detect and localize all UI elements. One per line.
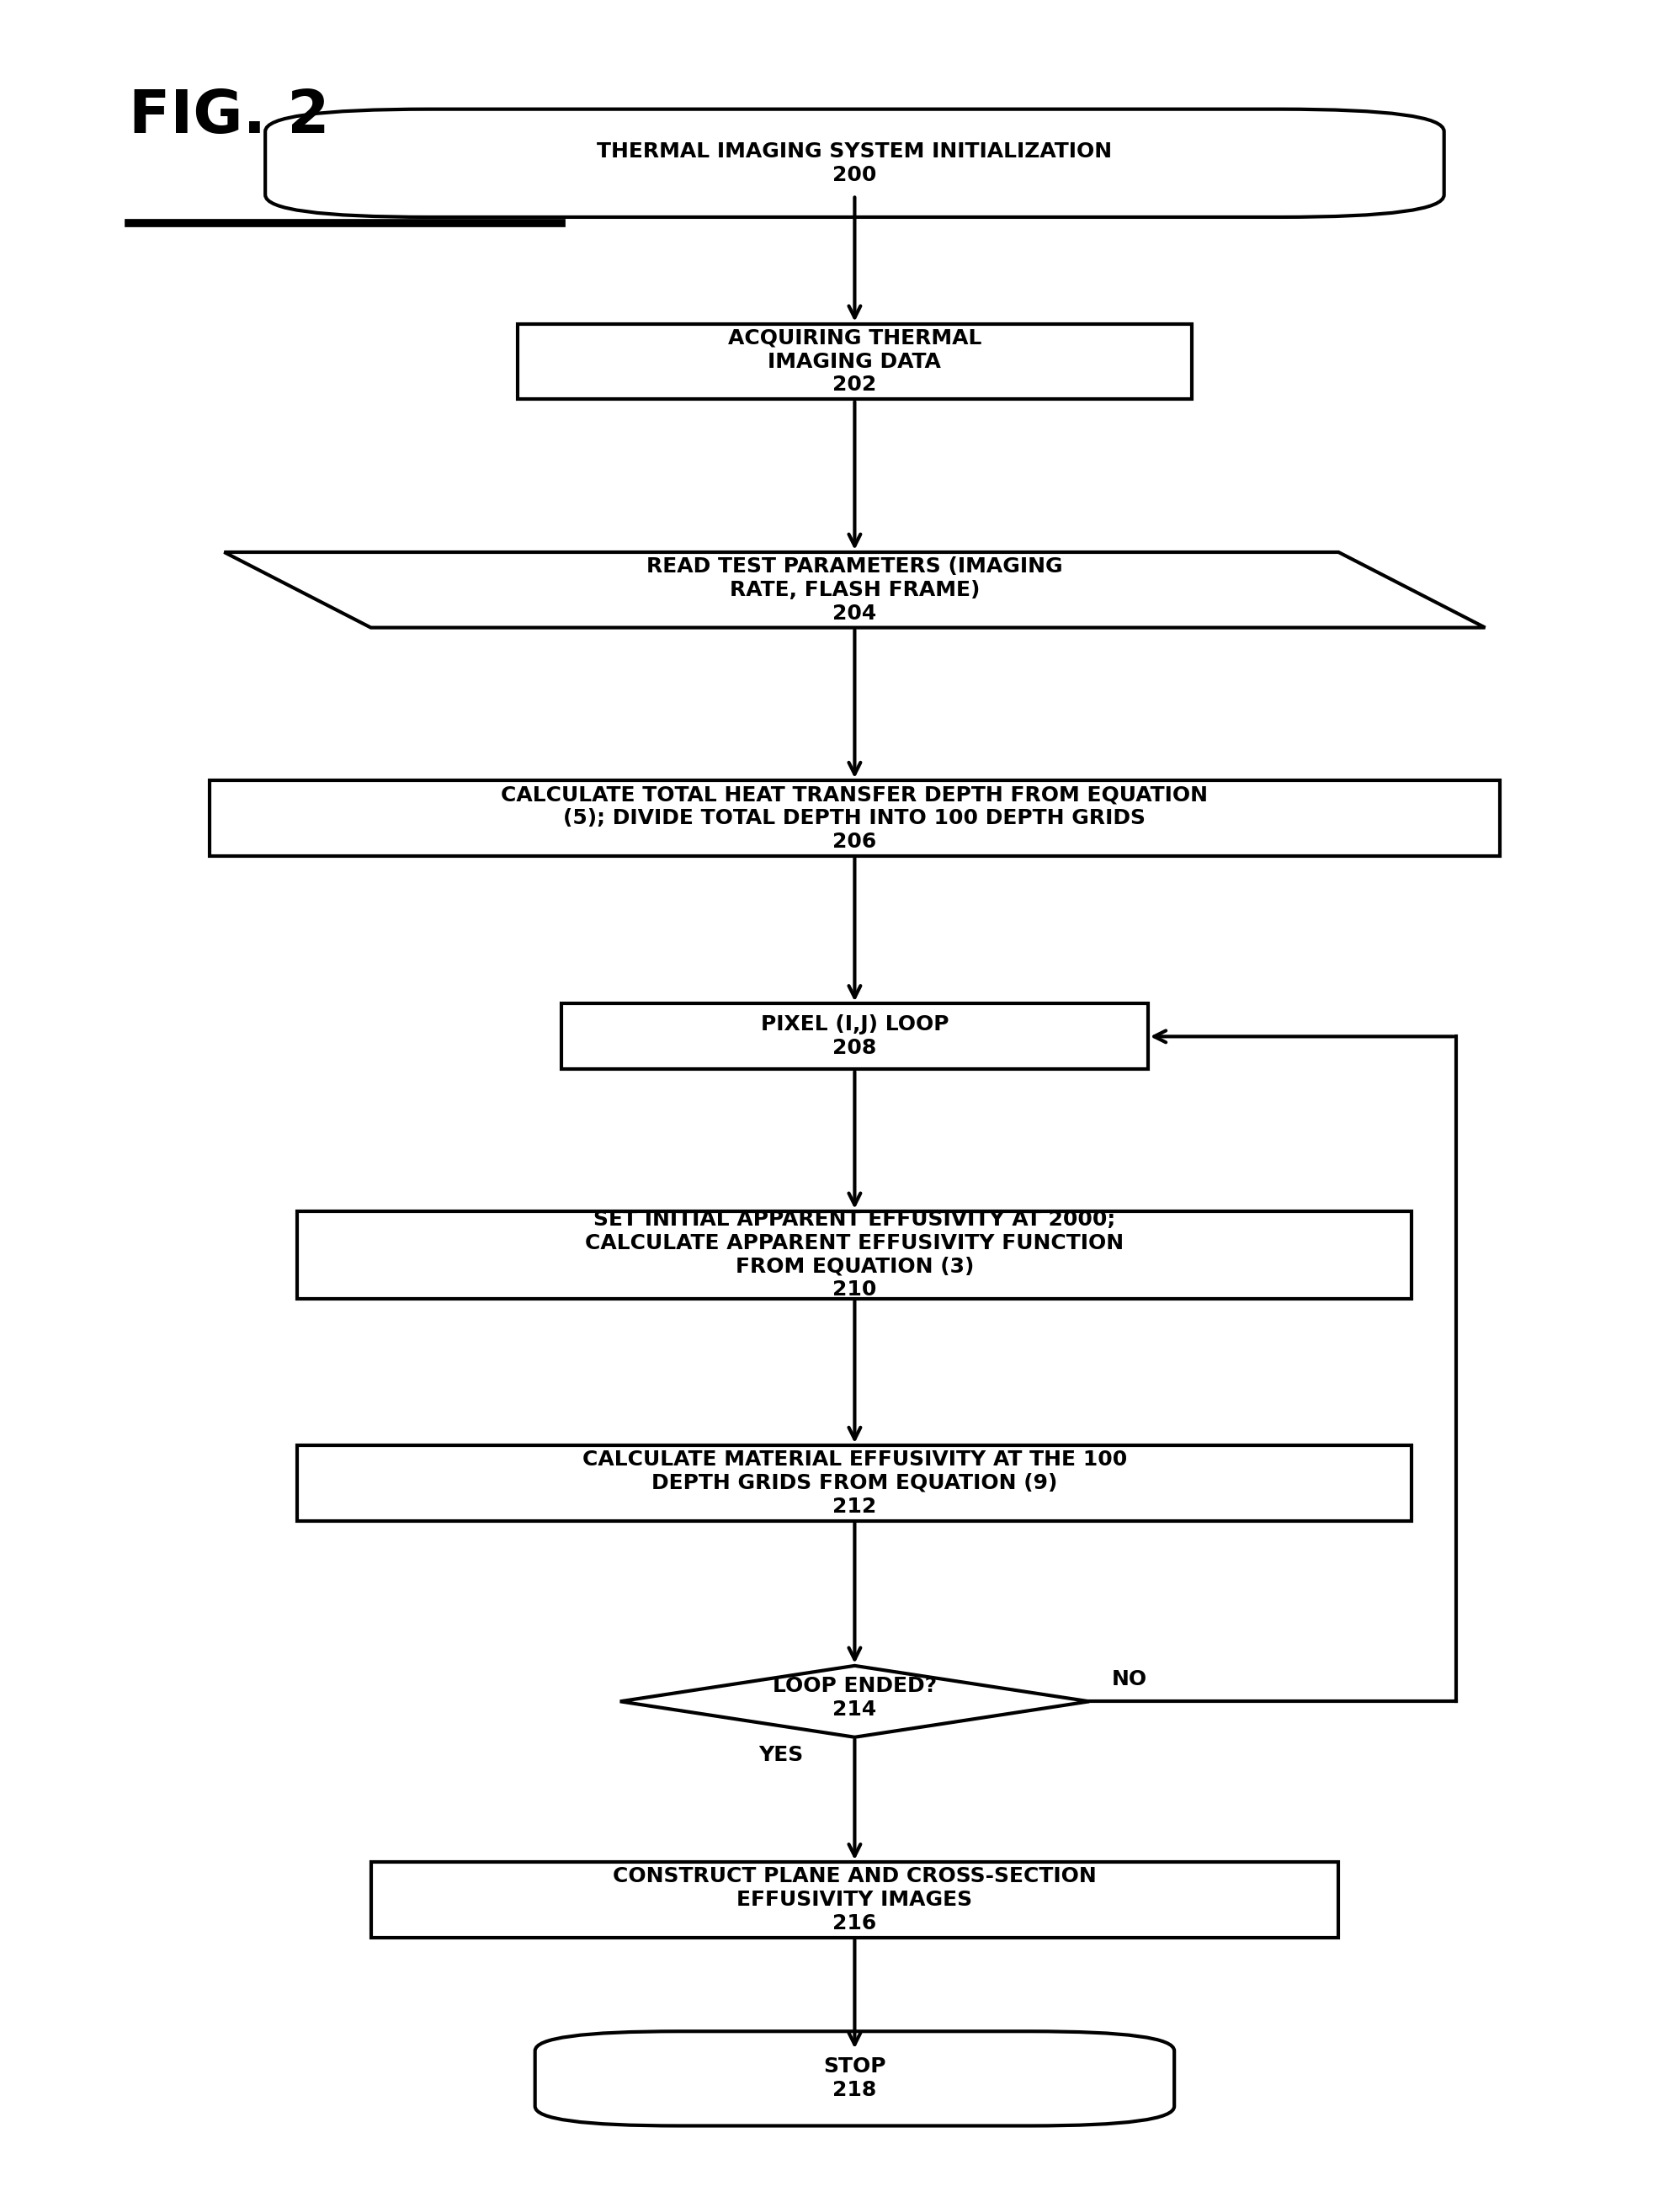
Text: NO: NO xyxy=(1110,1669,1147,1689)
Bar xyxy=(371,1863,1339,1938)
FancyBboxPatch shape xyxy=(534,2030,1174,2125)
Text: CALCULATE MATERIAL EFFUSIVITY AT THE 100
DEPTH GRIDS FROM EQUATION (9)
212: CALCULATE MATERIAL EFFUSIVITY AT THE 100… xyxy=(583,1449,1127,1517)
Text: SET INITIAL APPARENT EFFUSIVITY AT 2000;
CALCULATE APPARENT EFFUSIVITY FUNCTION
: SET INITIAL APPARENT EFFUSIVITY AT 2000;… xyxy=(585,1209,1124,1299)
Text: LOOP ENDED?
214: LOOP ENDED? 214 xyxy=(773,1676,937,1720)
Polygon shape xyxy=(223,553,1485,628)
Text: ACQUIRING THERMAL
IMAGING DATA
202: ACQUIRING THERMAL IMAGING DATA 202 xyxy=(727,328,981,394)
Text: CONSTRUCT PLANE AND CROSS-SECTION
EFFUSIVITY IMAGES
216: CONSTRUCT PLANE AND CROSS-SECTION EFFUSI… xyxy=(613,1867,1097,1933)
Bar xyxy=(297,1445,1411,1522)
FancyBboxPatch shape xyxy=(265,110,1445,218)
Text: YES: YES xyxy=(759,1746,803,1766)
Polygon shape xyxy=(620,1665,1089,1737)
Text: READ TEST PARAMETERS (IMAGING
RATE, FLASH FRAME)
204: READ TEST PARAMETERS (IMAGING RATE, FLAS… xyxy=(647,557,1063,623)
Bar xyxy=(297,1211,1411,1299)
Text: STOP
218: STOP 218 xyxy=(823,2057,885,2101)
Bar xyxy=(561,1004,1147,1070)
Text: PIXEL (I,J) LOOP
208: PIXEL (I,J) LOOP 208 xyxy=(761,1015,949,1059)
Bar xyxy=(517,324,1191,399)
Bar xyxy=(210,780,1500,857)
Text: CALCULATE TOTAL HEAT TRANSFER DEPTH FROM EQUATION
(5); DIVIDE TOTAL DEPTH INTO 1: CALCULATE TOTAL HEAT TRANSFER DEPTH FROM… xyxy=(501,784,1208,852)
Text: FIG. 2: FIG. 2 xyxy=(129,88,329,145)
Text: THERMAL IMAGING SYSTEM INITIALIZATION
200: THERMAL IMAGING SYSTEM INITIALIZATION 20… xyxy=(596,141,1112,185)
